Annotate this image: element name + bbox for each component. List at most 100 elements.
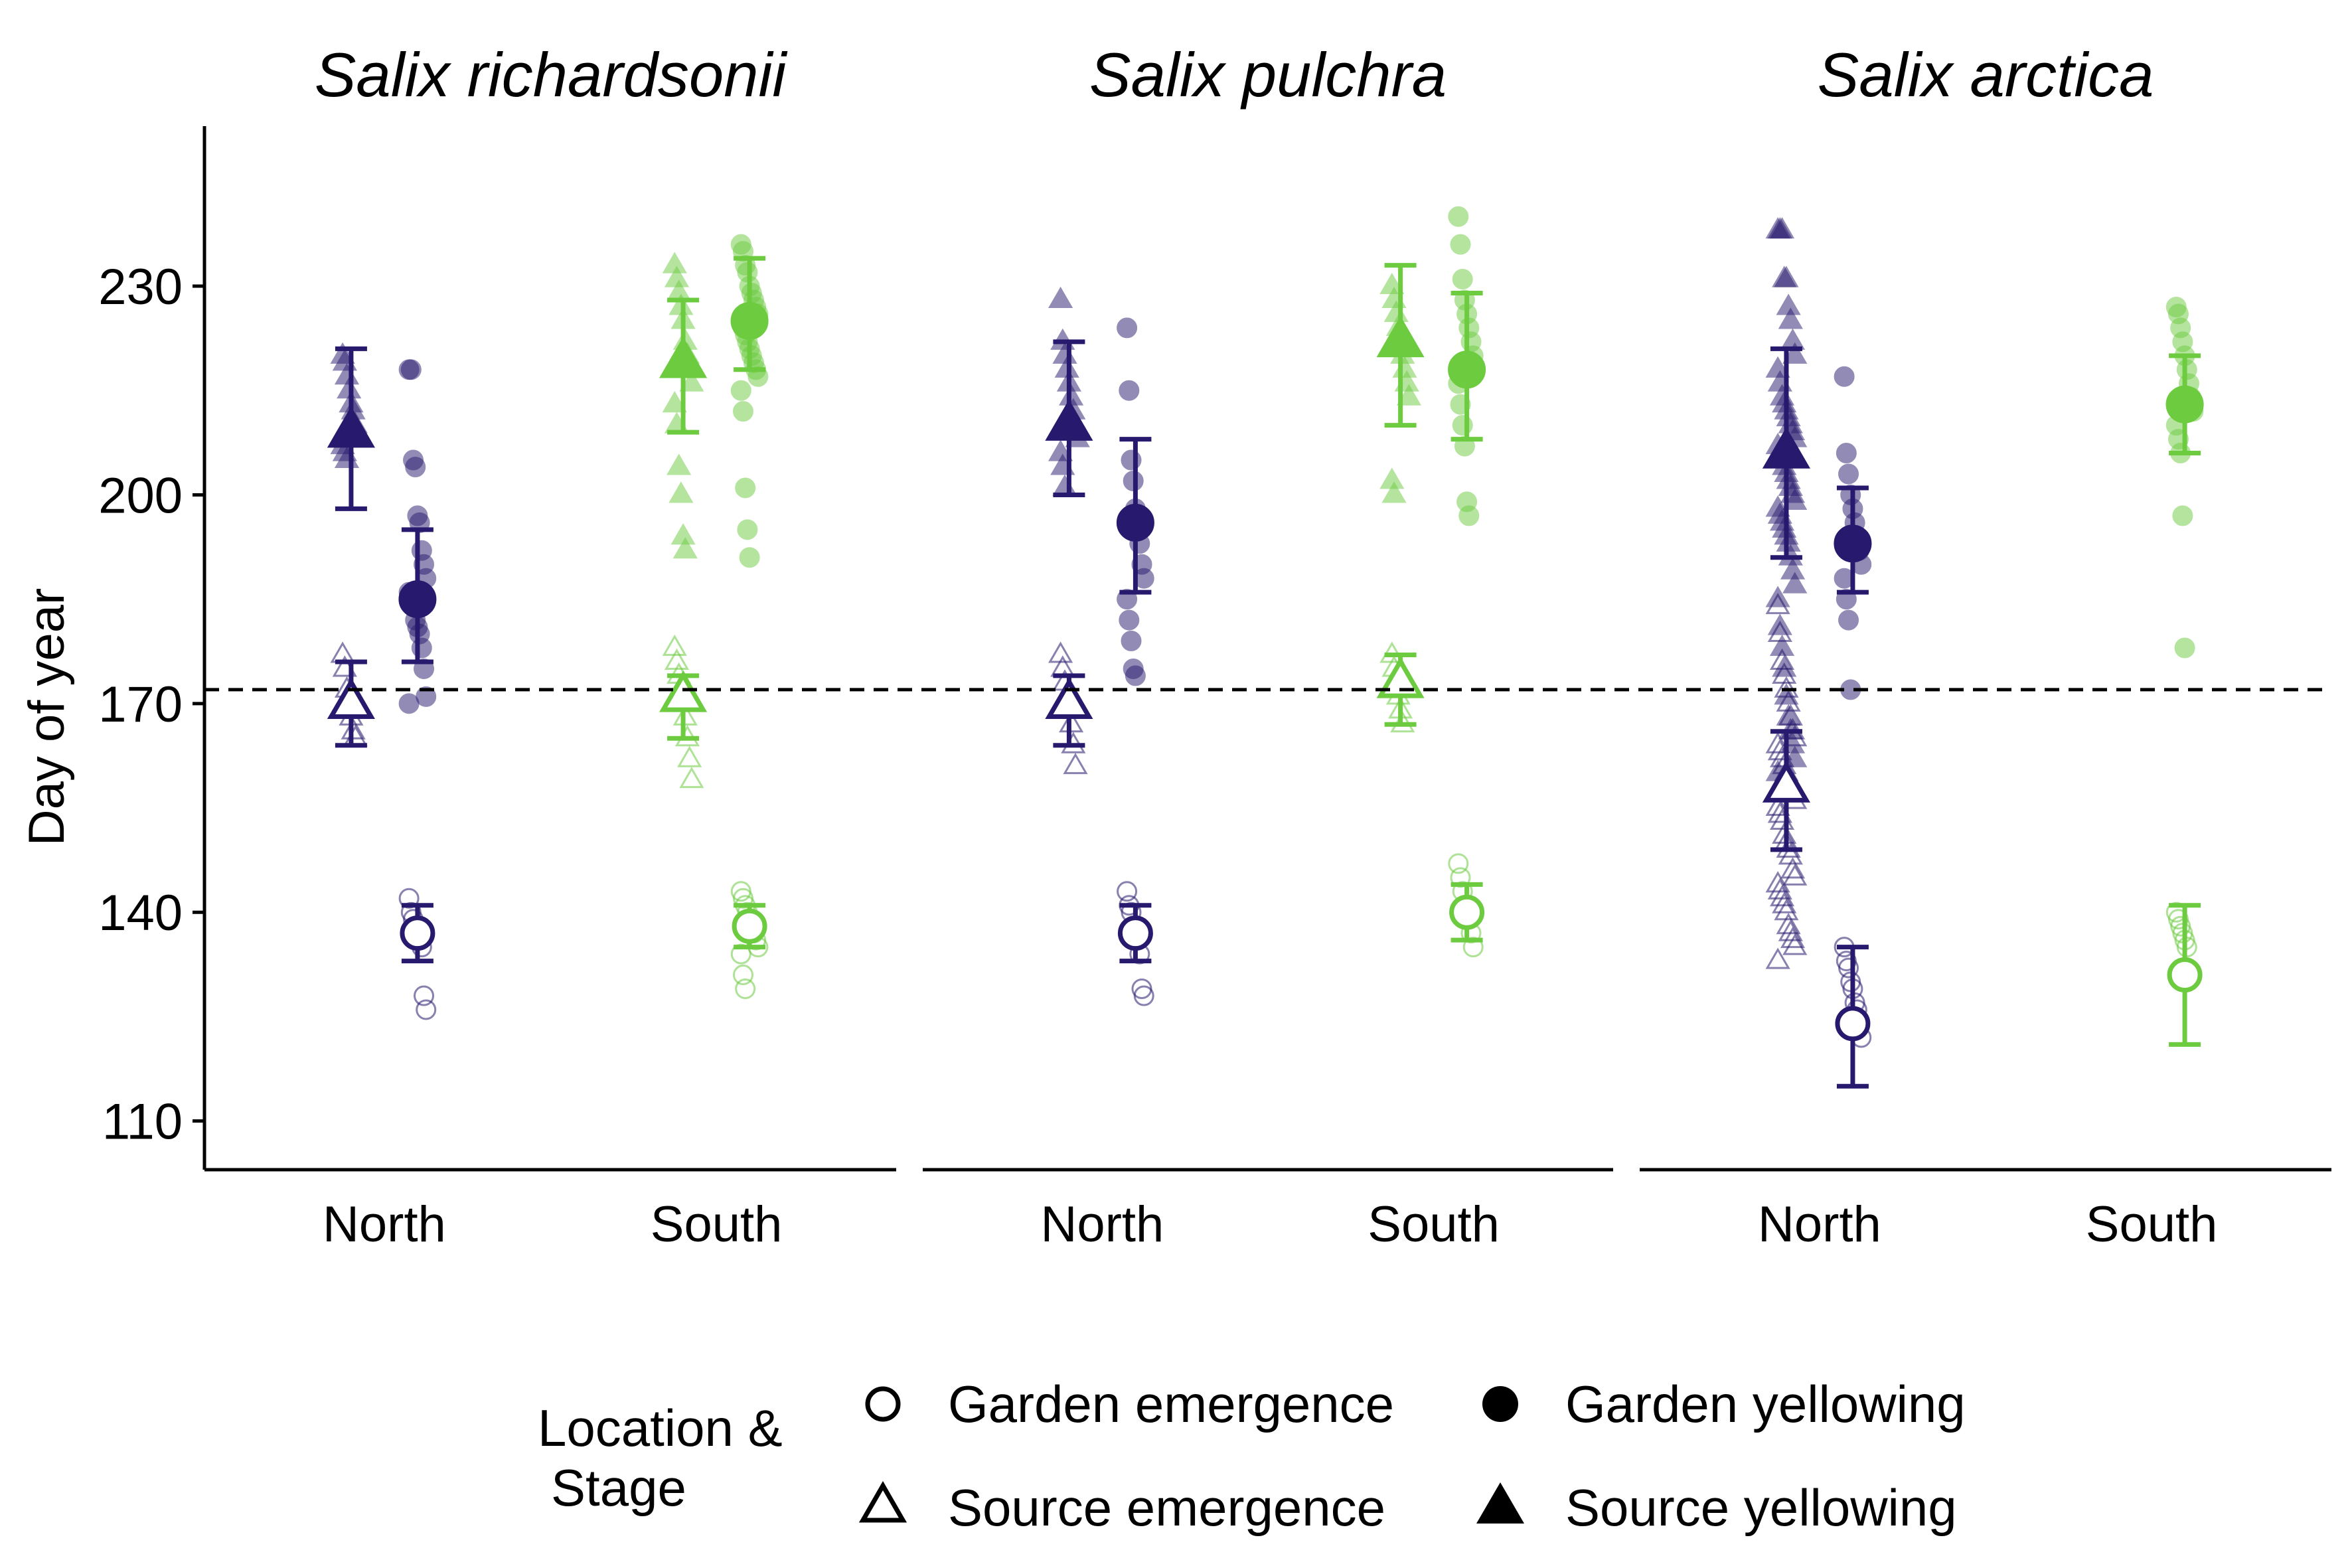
data-point bbox=[1452, 269, 1473, 290]
mean-marker bbox=[730, 301, 769, 340]
mean-marker bbox=[659, 337, 708, 378]
series-source-emergence bbox=[1376, 641, 1425, 733]
data-point bbox=[677, 745, 702, 767]
legend-title-line-2: Stage bbox=[551, 1458, 686, 1517]
series-source-yellowing bbox=[327, 342, 375, 511]
data-point bbox=[1765, 947, 1790, 969]
data-point bbox=[732, 401, 753, 422]
mean-marker bbox=[1045, 677, 1093, 720]
data-point bbox=[1121, 631, 1142, 652]
y-tick-label: 230 bbox=[98, 259, 183, 315]
data-point bbox=[1769, 885, 1795, 907]
y-tick-label: 170 bbox=[98, 676, 183, 733]
series-source-yellowing bbox=[659, 252, 708, 559]
series-source-emergence bbox=[1045, 641, 1093, 775]
axes: 110 140 170 200 230 bbox=[98, 126, 2331, 1170]
data-point bbox=[1769, 217, 1795, 239]
data-point bbox=[416, 999, 437, 1020]
data-point bbox=[1765, 794, 1790, 817]
data-point bbox=[1767, 878, 1792, 900]
data-point bbox=[732, 965, 753, 986]
series-garden-yellowing bbox=[1116, 317, 1154, 686]
data-point bbox=[1782, 933, 1808, 955]
legend-key-circle-filled-icon bbox=[1482, 1386, 1518, 1422]
panel-salix-richardsonii: Salix richardsonii North South bbox=[204, 40, 896, 1253]
data-point bbox=[1765, 592, 1790, 615]
data-point bbox=[1772, 892, 1797, 913]
mean-marker bbox=[1376, 315, 1425, 358]
data-point bbox=[1772, 655, 1797, 677]
data-point bbox=[1381, 481, 1407, 503]
data-point bbox=[1774, 266, 1799, 287]
mean-marker bbox=[1116, 503, 1154, 542]
mean-marker bbox=[1117, 915, 1153, 951]
series-garden-yellowing bbox=[398, 359, 437, 714]
x-tick-label: South bbox=[651, 1196, 783, 1253]
data-point bbox=[679, 370, 704, 392]
legend-key-triangle-filled-icon bbox=[1476, 1482, 1524, 1524]
mean-marker bbox=[1835, 1006, 1871, 1042]
data-point bbox=[1448, 853, 1469, 874]
series-garden-emergence bbox=[398, 888, 437, 1020]
legend-item-garden-yellowing: Garden yellowing bbox=[1482, 1375, 1966, 1433]
data-point bbox=[1117, 317, 1138, 339]
legend-label: Garden yellowing bbox=[1565, 1375, 1966, 1433]
data-point bbox=[1778, 919, 1803, 941]
mean-marker bbox=[1448, 351, 1486, 389]
group-north bbox=[327, 342, 437, 1020]
data-point bbox=[1119, 609, 1140, 631]
legend-label: Garden emergence bbox=[948, 1375, 1394, 1433]
data-point bbox=[1838, 957, 1859, 979]
y-tick-label: 110 bbox=[102, 1094, 183, 1150]
mean-marker bbox=[1834, 524, 1872, 563]
mean-marker bbox=[398, 580, 437, 619]
data-point bbox=[1117, 881, 1138, 902]
legend-item-source-yellowing: Source yellowing bbox=[1476, 1478, 1957, 1537]
data-point bbox=[730, 380, 751, 401]
group-north bbox=[1045, 286, 1154, 1006]
data-point bbox=[1767, 620, 1792, 643]
data-point bbox=[400, 359, 422, 380]
data-point bbox=[1782, 488, 1808, 510]
data-point bbox=[662, 391, 687, 413]
series-source-yellowing bbox=[1376, 263, 1425, 503]
data-point bbox=[1782, 572, 1808, 593]
panel-salix-pulchra: Salix pulchra North South bbox=[923, 40, 1613, 1253]
data-point bbox=[1458, 505, 1480, 526]
series-garden-yellowing bbox=[1448, 206, 1486, 526]
x-tick-label: North bbox=[1040, 1196, 1164, 1253]
group-north bbox=[1762, 217, 1872, 1089]
data-point bbox=[398, 888, 420, 909]
panel-title: Salix richardsonii bbox=[315, 40, 788, 110]
data-point bbox=[1834, 366, 1855, 387]
group-south bbox=[659, 234, 769, 1000]
data-point bbox=[1778, 307, 1803, 329]
series-garden-emergence bbox=[2165, 902, 2203, 1047]
data-point bbox=[735, 477, 756, 499]
data-point bbox=[405, 457, 426, 478]
data-point bbox=[398, 693, 420, 714]
data-point bbox=[1765, 871, 1790, 893]
data-point bbox=[737, 519, 758, 540]
legend-item-garden-emergence: Garden emergence bbox=[865, 1375, 1394, 1433]
data-point bbox=[1767, 613, 1792, 635]
data-point bbox=[1769, 634, 1795, 657]
data-point bbox=[2172, 505, 2193, 526]
series-source-emergence bbox=[327, 641, 375, 748]
data-point bbox=[414, 985, 435, 1006]
data-point bbox=[1119, 380, 1140, 401]
y-axis-title: Day of year bbox=[19, 588, 75, 846]
data-point bbox=[1838, 609, 1859, 631]
mean-marker bbox=[1449, 894, 1485, 930]
data-point bbox=[1838, 463, 1859, 485]
panel-salix-arctica: Salix arctica North South bbox=[1640, 40, 2331, 1253]
data-point bbox=[735, 979, 756, 1000]
legend-title-line-1: Location & bbox=[538, 1399, 783, 1457]
mean-marker bbox=[327, 677, 375, 720]
series-garden-emergence bbox=[1448, 853, 1485, 958]
data-point bbox=[1776, 913, 1801, 935]
legend-item-source-emergence: Source emergence bbox=[858, 1478, 1385, 1537]
data-point bbox=[1133, 985, 1154, 1006]
